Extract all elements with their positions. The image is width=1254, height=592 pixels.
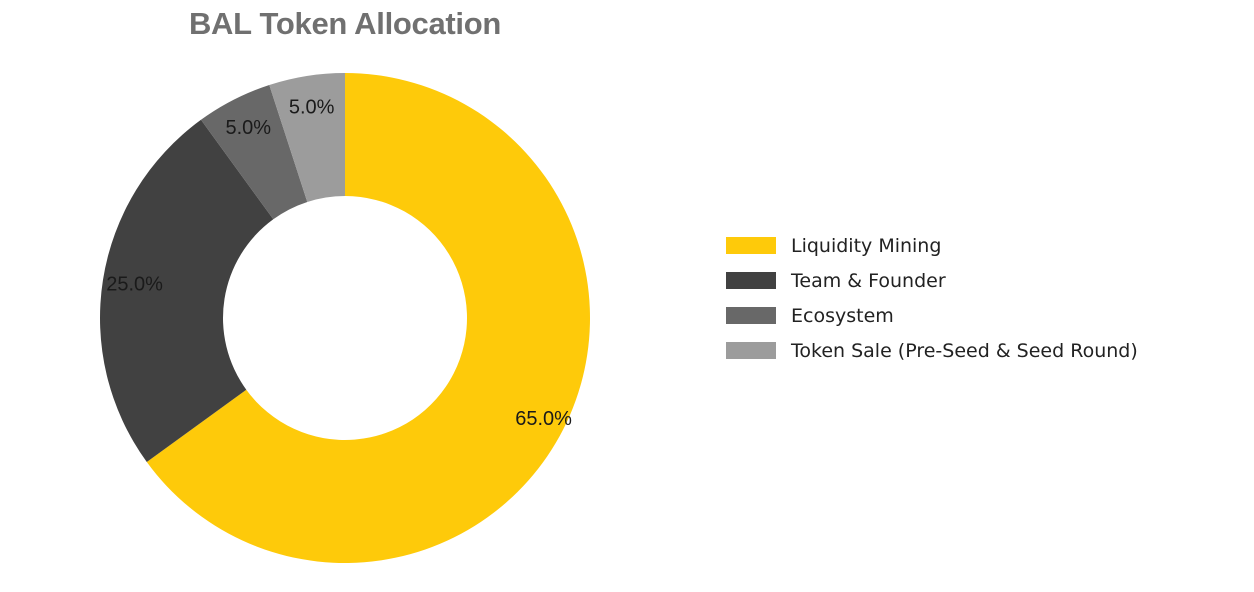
legend-swatch [726,307,776,324]
donut-slices [100,73,590,563]
slice-label-liquidity-mining: 65.0% [515,408,572,430]
slice-ecosystem[interactable] [200,84,308,220]
legend-swatch [726,272,776,289]
slice-liquidity-mining[interactable] [146,73,590,563]
slice-team-founder[interactable] [100,119,274,463]
legend-label: Ecosystem [791,304,894,327]
slice-label-team-founder: 25.0% [106,274,163,296]
slice-token-sale[interactable] [269,73,345,202]
legend-swatch [726,237,776,254]
legend-label: Team & Founder [791,269,946,292]
slice-label-ecosystem: 5.0% [225,117,271,139]
legend-label: Token Sale (Pre-Seed & Seed Round) [791,339,1138,362]
legend-swatch [726,342,776,359]
legend-item-token-sale[interactable]: Token Sale (Pre-Seed & Seed Round) [726,333,1138,368]
chart-title: BAL Token Allocation [188,6,502,41]
slice-label-token-sale: 5.0% [289,97,335,119]
legend-label: Liquidity Mining [791,234,942,257]
slice-labels: 65.0% 25.0% 5.0% 5.0% [106,97,572,431]
legend-item-ecosystem[interactable]: Ecosystem [726,298,1138,333]
legend: Liquidity Mining Team & Founder Ecosyste… [726,228,1138,368]
legend-item-liquidity-mining[interactable]: Liquidity Mining [726,228,1138,263]
legend-item-team-founder[interactable]: Team & Founder [726,263,1138,298]
